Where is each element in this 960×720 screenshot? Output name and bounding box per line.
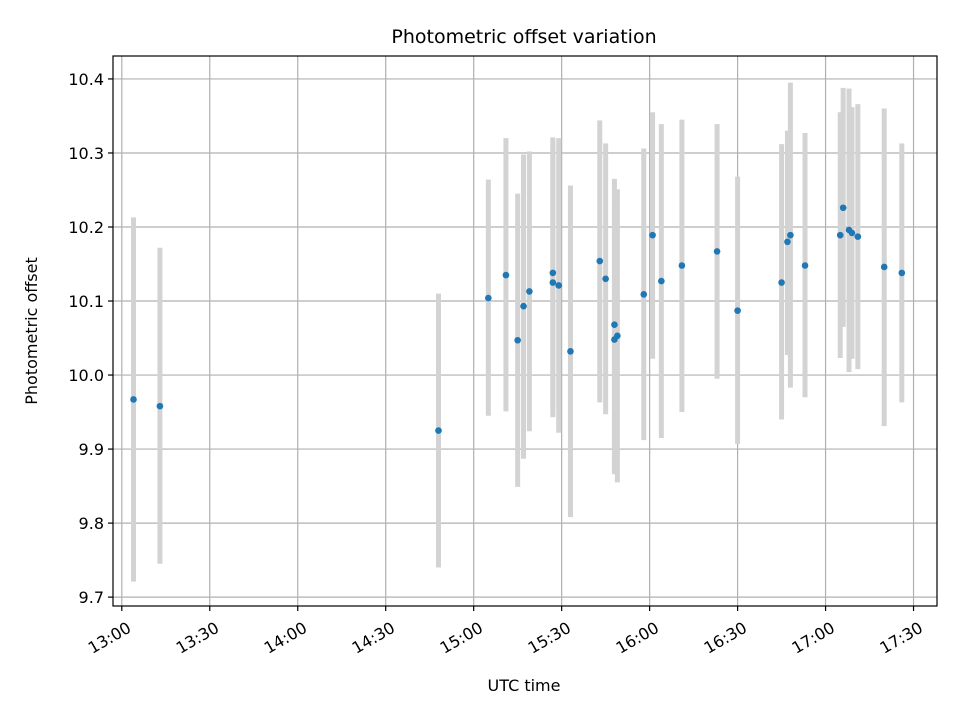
y-tick-label: 10.1 bbox=[68, 292, 104, 311]
data-point bbox=[854, 233, 862, 240]
y-tick-label: 10.3 bbox=[68, 144, 104, 163]
data-point bbox=[778, 279, 785, 286]
data-point bbox=[658, 277, 665, 285]
data-point bbox=[836, 231, 844, 239]
data-point bbox=[130, 396, 137, 403]
data-point bbox=[567, 348, 574, 355]
data-point bbox=[514, 336, 521, 344]
y-tick-label: 9.9 bbox=[79, 440, 104, 459]
y-axis-ticks: 9.7 9.8 9.9 10.0 10.1 10.2 10.3 10.4 bbox=[68, 70, 113, 607]
data-point bbox=[435, 427, 442, 434]
data-point bbox=[734, 307, 741, 314]
data-point bbox=[596, 257, 604, 265]
data-point bbox=[549, 269, 557, 277]
data-points bbox=[130, 204, 906, 434]
y-axis-label: Photometric offset bbox=[22, 257, 41, 405]
data-point bbox=[649, 231, 656, 239]
chart-title: Photometric offset variation bbox=[391, 26, 656, 48]
data-point bbox=[526, 288, 533, 295]
y-tick-label: 10.4 bbox=[68, 70, 104, 89]
data-point bbox=[898, 269, 906, 277]
data-point bbox=[156, 402, 164, 410]
data-point bbox=[485, 294, 492, 302]
data-point bbox=[713, 248, 721, 255]
data-point bbox=[880, 263, 888, 271]
data-point bbox=[839, 204, 847, 212]
plot-frame bbox=[112, 55, 938, 607]
data-point bbox=[640, 291, 648, 298]
y-tick-label: 10.0 bbox=[68, 366, 104, 385]
data-point bbox=[801, 262, 809, 269]
data-point bbox=[502, 271, 510, 279]
y-tick-label: 10.2 bbox=[68, 218, 104, 237]
data-point bbox=[520, 302, 527, 310]
y-tick-label: 9.8 bbox=[79, 514, 104, 533]
data-point bbox=[611, 321, 618, 329]
data-point bbox=[678, 262, 686, 269]
data-point bbox=[555, 282, 563, 289]
data-point bbox=[848, 229, 856, 237]
data-point bbox=[549, 279, 557, 286]
x-axis-label: UTC time bbox=[488, 676, 561, 695]
data-point bbox=[784, 238, 791, 246]
y-tick-label: 9.7 bbox=[79, 588, 104, 607]
data-point bbox=[602, 275, 609, 283]
data-point bbox=[614, 332, 621, 340]
data-point bbox=[787, 231, 794, 239]
